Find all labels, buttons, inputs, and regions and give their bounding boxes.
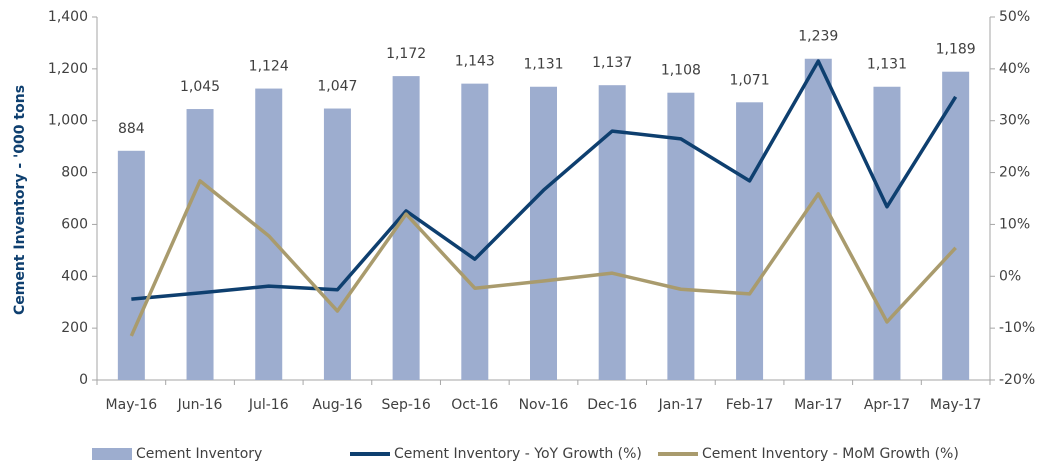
bar (736, 102, 764, 381)
data-label: 1,131 (523, 57, 563, 73)
data-label: 1,047 (317, 79, 357, 95)
x-tick-label: May-16 (106, 397, 158, 413)
y2-tick-label: 50% (999, 9, 1030, 25)
bar (667, 92, 695, 380)
x-tick-label: Aug-16 (312, 397, 362, 413)
data-label: 1,137 (592, 55, 632, 71)
x-tick-label: Nov-16 (519, 397, 569, 413)
y-tick-label: 800 (61, 165, 88, 181)
bar (598, 85, 626, 381)
y-tick-label: 1,000 (48, 113, 88, 129)
bar (323, 108, 351, 380)
legend-label: Cement Inventory - MoM Growth (%) (702, 446, 959, 462)
data-label: 1,071 (730, 72, 770, 88)
y-tick-label: 200 (61, 320, 88, 336)
data-label: 884 (118, 121, 145, 137)
x-tick-label: Jul-16 (248, 397, 289, 413)
x-tick-label: Oct-16 (451, 397, 498, 413)
y2-tick-label: 0% (999, 268, 1021, 284)
x-tick-label: May-17 (930, 397, 982, 413)
bar (530, 86, 557, 380)
line (131, 59, 958, 301)
bar (942, 71, 970, 380)
legend-label: Cement Inventory - YoY Growth (%) (394, 446, 642, 462)
y-axis-label: Cement Inventory - '000 tons (12, 85, 28, 315)
data-label: 1,189 (936, 42, 976, 58)
bar (461, 83, 489, 381)
bar (873, 86, 901, 380)
data-label: 1,172 (386, 46, 426, 62)
y-tick-label: 1,200 (48, 61, 88, 77)
data-label: 1,143 (455, 54, 495, 70)
legend-label: Cement Inventory (136, 446, 262, 462)
data-label: 1,124 (249, 59, 289, 75)
x-tick-label: Sep-16 (381, 397, 430, 413)
data-label: 1,239 (798, 29, 838, 45)
x-tick-label: Feb-17 (726, 397, 774, 413)
x-tick-label: Dec-16 (587, 397, 637, 413)
y-tick-label: 400 (61, 268, 88, 284)
bar (186, 109, 214, 381)
legend-swatch (92, 448, 132, 460)
bar (804, 58, 832, 381)
x-tick-label: Jun-16 (177, 397, 223, 413)
x-tick-label: Apr-17 (864, 397, 910, 413)
y2-tick-label: 20% (999, 165, 1030, 181)
data-label: 1,108 (661, 63, 701, 79)
y2-tick-label: 30% (999, 113, 1030, 129)
x-tick-label: Mar-17 (794, 397, 842, 413)
data-label: 1,045 (180, 79, 220, 95)
y2-tick-label: 40% (999, 61, 1030, 77)
bar (117, 150, 145, 380)
line (129, 179, 957, 337)
data-label: 1,131 (867, 57, 907, 73)
y-tick-label: 0 (79, 372, 88, 388)
y2-tick-label: 10% (999, 216, 1030, 232)
y2-tick-label: -10% (999, 320, 1035, 336)
x-tick-label: Jan-17 (658, 397, 703, 413)
y-tick-label: 600 (61, 216, 88, 232)
y-tick-label: 1,400 (48, 9, 88, 25)
y2-tick-label: -20% (999, 372, 1035, 388)
